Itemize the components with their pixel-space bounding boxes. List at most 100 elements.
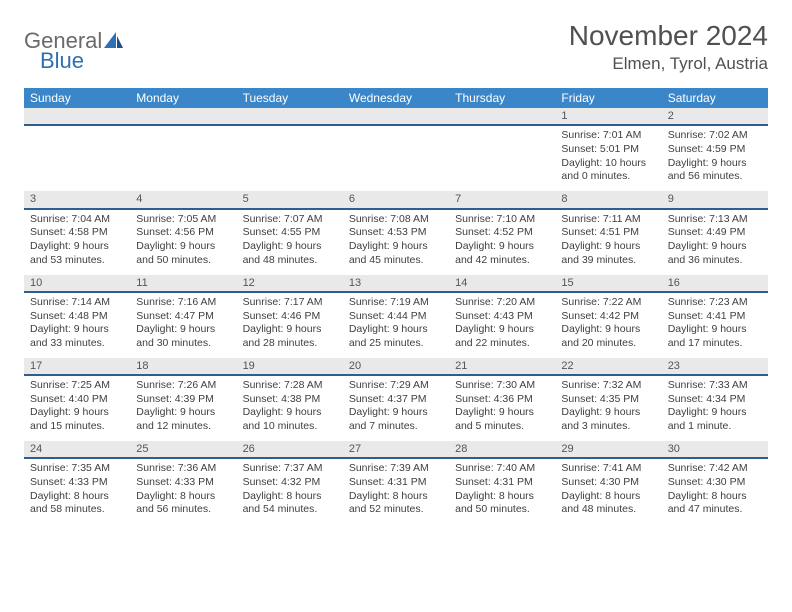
sunset-line: Sunset: 4:32 PM (243, 476, 337, 490)
daylight-line: Daylight: 8 hours and 52 minutes. (349, 490, 443, 517)
sunrise-line: Sunrise: 7:42 AM (668, 462, 762, 476)
day-cell: Sunrise: 7:10 AMSunset: 4:52 PMDaylight:… (449, 209, 555, 275)
day-cell: Sunrise: 7:05 AMSunset: 4:56 PMDaylight:… (130, 209, 236, 275)
sunrise-line: Sunrise: 7:35 AM (30, 462, 124, 476)
day-number-cell: 25 (130, 441, 236, 458)
day-number-cell: 2 (662, 108, 768, 125)
daylight-line: Daylight: 9 hours and 56 minutes. (668, 157, 762, 184)
day-number-cell (130, 108, 236, 125)
day-cell (449, 125, 555, 191)
sunset-line: Sunset: 4:36 PM (455, 393, 549, 407)
day-number-cell: 9 (662, 191, 768, 208)
day-body-row: Sunrise: 7:14 AMSunset: 4:48 PMDaylight:… (24, 292, 768, 358)
sunrise-line: Sunrise: 7:05 AM (136, 213, 230, 227)
daylight-line: Daylight: 9 hours and 48 minutes. (243, 240, 337, 267)
header: GeneralBlue November 2024 Elmen, Tyrol, … (24, 20, 768, 74)
sunrise-line: Sunrise: 7:28 AM (243, 379, 337, 393)
sunrise-line: Sunrise: 7:39 AM (349, 462, 443, 476)
day-cell (24, 125, 130, 191)
sunrise-line: Sunrise: 7:17 AM (243, 296, 337, 310)
day-number-cell: 8 (555, 191, 661, 208)
day-number-cell: 10 (24, 275, 130, 292)
day-body-row: Sunrise: 7:25 AMSunset: 4:40 PMDaylight:… (24, 375, 768, 441)
sunset-line: Sunset: 4:35 PM (561, 393, 655, 407)
sunset-line: Sunset: 4:38 PM (243, 393, 337, 407)
day-number-cell: 16 (662, 275, 768, 292)
day-cell: Sunrise: 7:19 AMSunset: 4:44 PMDaylight:… (343, 292, 449, 358)
day-cell: Sunrise: 7:16 AMSunset: 4:47 PMDaylight:… (130, 292, 236, 358)
weekday-header: Saturday (662, 88, 768, 108)
daylight-line: Daylight: 9 hours and 50 minutes. (136, 240, 230, 267)
day-number-cell: 6 (343, 191, 449, 208)
day-cell: Sunrise: 7:17 AMSunset: 4:46 PMDaylight:… (237, 292, 343, 358)
day-number-cell: 22 (555, 358, 661, 375)
daylight-line: Daylight: 9 hours and 20 minutes. (561, 323, 655, 350)
sunrise-line: Sunrise: 7:20 AM (455, 296, 549, 310)
day-cell: Sunrise: 7:02 AMSunset: 4:59 PMDaylight:… (662, 125, 768, 191)
day-number-cell: 19 (237, 358, 343, 375)
weekday-header: Tuesday (237, 88, 343, 108)
sunrise-line: Sunrise: 7:25 AM (30, 379, 124, 393)
sunrise-line: Sunrise: 7:11 AM (561, 213, 655, 227)
daylight-line: Daylight: 9 hours and 3 minutes. (561, 406, 655, 433)
sunset-line: Sunset: 4:53 PM (349, 226, 443, 240)
sunset-line: Sunset: 5:01 PM (561, 143, 655, 157)
weekday-header-row: SundayMondayTuesdayWednesdayThursdayFrid… (24, 88, 768, 108)
day-cell: Sunrise: 7:14 AMSunset: 4:48 PMDaylight:… (24, 292, 130, 358)
day-cell: Sunrise: 7:40 AMSunset: 4:31 PMDaylight:… (449, 458, 555, 524)
day-number-row: 12 (24, 108, 768, 125)
day-cell: Sunrise: 7:41 AMSunset: 4:30 PMDaylight:… (555, 458, 661, 524)
day-cell: Sunrise: 7:08 AMSunset: 4:53 PMDaylight:… (343, 209, 449, 275)
sunrise-line: Sunrise: 7:14 AM (30, 296, 124, 310)
sunset-line: Sunset: 4:41 PM (668, 310, 762, 324)
day-number-cell: 7 (449, 191, 555, 208)
sunset-line: Sunset: 4:39 PM (136, 393, 230, 407)
sunrise-line: Sunrise: 7:22 AM (561, 296, 655, 310)
day-cell: Sunrise: 7:22 AMSunset: 4:42 PMDaylight:… (555, 292, 661, 358)
day-cell (237, 125, 343, 191)
sunrise-line: Sunrise: 7:04 AM (30, 213, 124, 227)
day-cell: Sunrise: 7:26 AMSunset: 4:39 PMDaylight:… (130, 375, 236, 441)
day-cell: Sunrise: 7:11 AMSunset: 4:51 PMDaylight:… (555, 209, 661, 275)
location: Elmen, Tyrol, Austria (569, 54, 768, 74)
day-number-cell: 3 (24, 191, 130, 208)
daylight-line: Daylight: 9 hours and 25 minutes. (349, 323, 443, 350)
sunset-line: Sunset: 4:51 PM (561, 226, 655, 240)
day-cell: Sunrise: 7:32 AMSunset: 4:35 PMDaylight:… (555, 375, 661, 441)
day-number-cell: 21 (449, 358, 555, 375)
daylight-line: Daylight: 9 hours and 17 minutes. (668, 323, 762, 350)
calendar-table: SundayMondayTuesdayWednesdayThursdayFrid… (24, 88, 768, 524)
day-cell: Sunrise: 7:33 AMSunset: 4:34 PMDaylight:… (662, 375, 768, 441)
sunset-line: Sunset: 4:46 PM (243, 310, 337, 324)
day-cell: Sunrise: 7:30 AMSunset: 4:36 PMDaylight:… (449, 375, 555, 441)
sunrise-line: Sunrise: 7:33 AM (668, 379, 762, 393)
day-number-cell: 15 (555, 275, 661, 292)
day-body-row: Sunrise: 7:04 AMSunset: 4:58 PMDaylight:… (24, 209, 768, 275)
day-number-cell: 14 (449, 275, 555, 292)
day-cell: Sunrise: 7:28 AMSunset: 4:38 PMDaylight:… (237, 375, 343, 441)
sunrise-line: Sunrise: 7:26 AM (136, 379, 230, 393)
sunrise-line: Sunrise: 7:19 AM (349, 296, 443, 310)
sunset-line: Sunset: 4:33 PM (30, 476, 124, 490)
daylight-line: Daylight: 9 hours and 15 minutes. (30, 406, 124, 433)
sunrise-line: Sunrise: 7:07 AM (243, 213, 337, 227)
day-cell: Sunrise: 7:35 AMSunset: 4:33 PMDaylight:… (24, 458, 130, 524)
day-cell: Sunrise: 7:23 AMSunset: 4:41 PMDaylight:… (662, 292, 768, 358)
daylight-line: Daylight: 9 hours and 42 minutes. (455, 240, 549, 267)
sunrise-line: Sunrise: 7:01 AM (561, 129, 655, 143)
month-title: November 2024 (569, 20, 768, 52)
day-number-cell: 5 (237, 191, 343, 208)
daylight-line: Daylight: 8 hours and 54 minutes. (243, 490, 337, 517)
logo-text-blue: Blue (40, 48, 124, 74)
sunrise-line: Sunrise: 7:29 AM (349, 379, 443, 393)
weekday-header: Friday (555, 88, 661, 108)
daylight-line: Daylight: 9 hours and 7 minutes. (349, 406, 443, 433)
sunrise-line: Sunrise: 7:32 AM (561, 379, 655, 393)
day-number-row: 17181920212223 (24, 358, 768, 375)
day-number-cell (24, 108, 130, 125)
day-cell (130, 125, 236, 191)
daylight-line: Daylight: 8 hours and 58 minutes. (30, 490, 124, 517)
day-number-cell: 12 (237, 275, 343, 292)
weekday-header: Wednesday (343, 88, 449, 108)
daylight-line: Daylight: 9 hours and 12 minutes. (136, 406, 230, 433)
